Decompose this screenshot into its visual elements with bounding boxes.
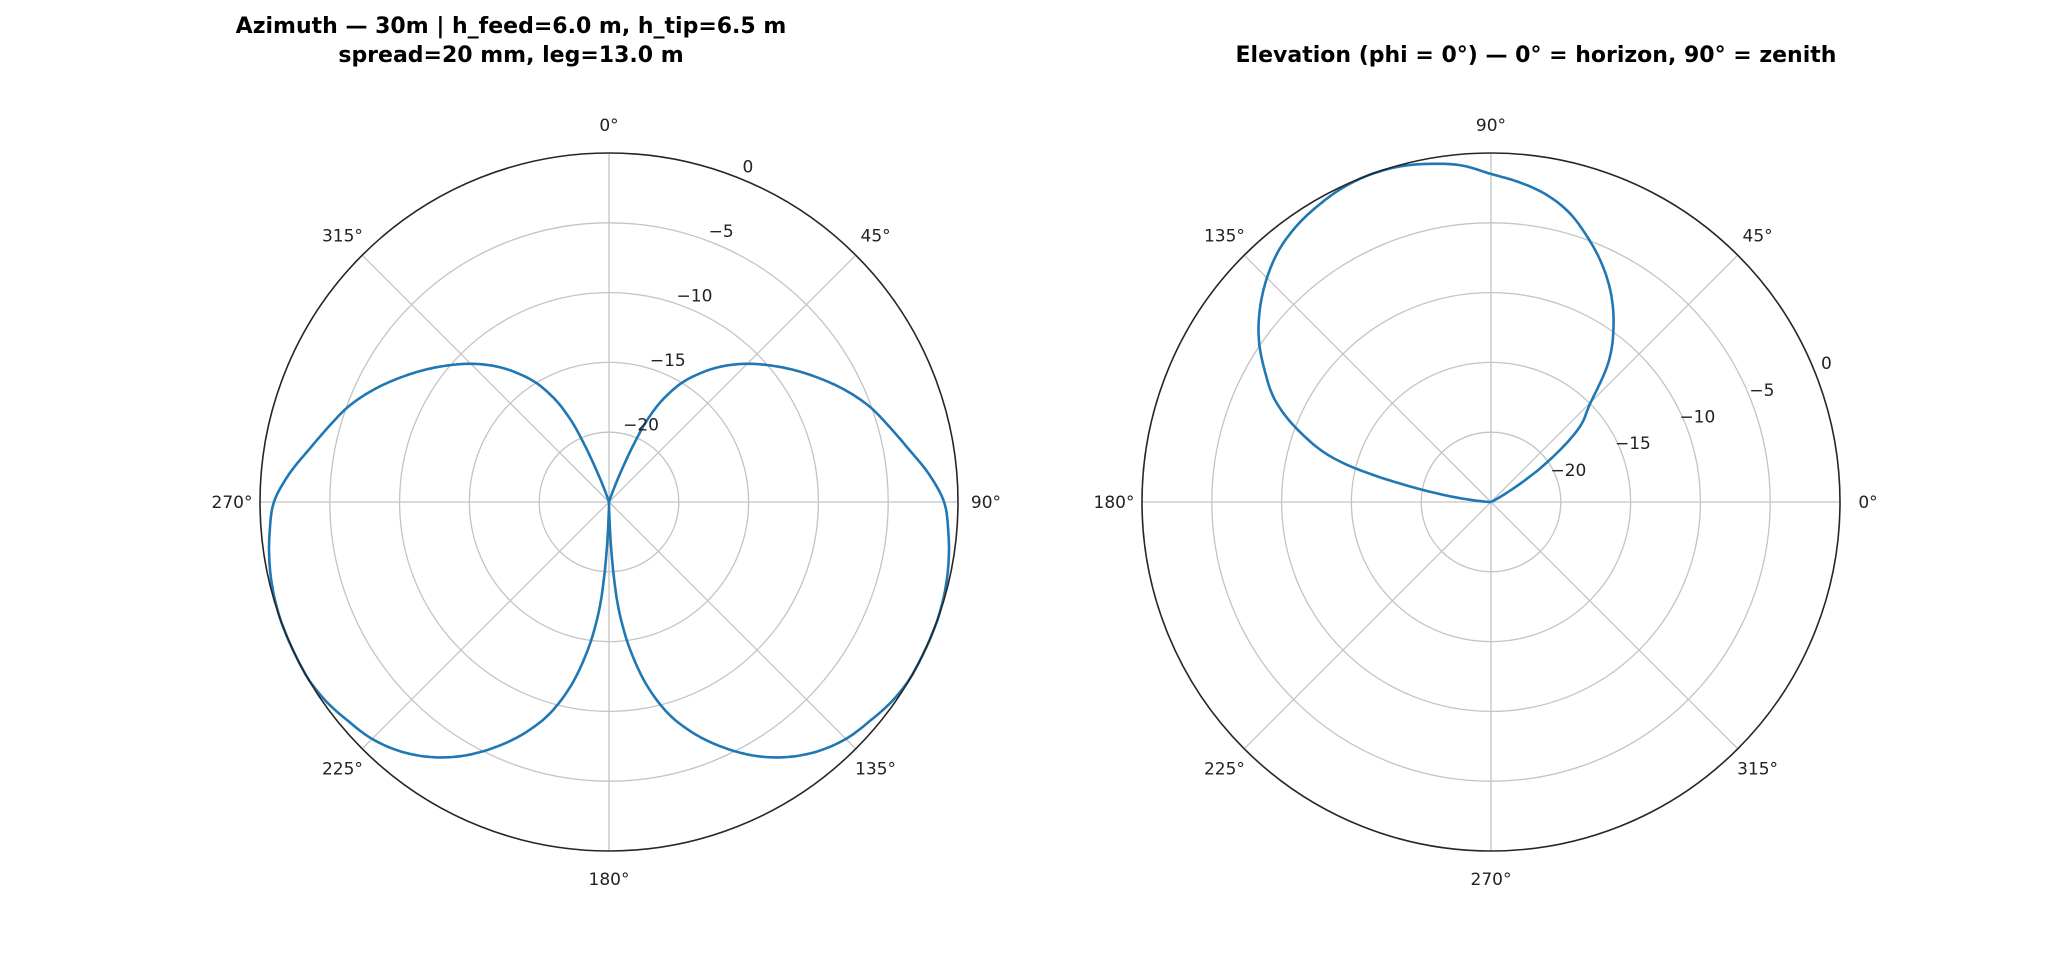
- elevation-theta-label: 315°: [1737, 760, 1778, 780]
- elevation-theta-label: 135°: [1204, 226, 1245, 246]
- azimuth-theta-label: 180°: [589, 870, 630, 890]
- azimuth-title-line-2: spread=20 mm, leg=13.0 m: [338, 43, 683, 68]
- elevation-spoke-5: [1243, 501, 1492, 750]
- elevation-theta-label: 90°: [1476, 116, 1506, 136]
- azimuth-theta-label: 45°: [861, 226, 891, 246]
- azimuth-pattern-line: [267, 362, 951, 759]
- azimuth-r-label: −5: [709, 222, 734, 242]
- azimuth-theta-label: 315°: [322, 226, 363, 246]
- azimuth-plot: Azimuth — 30m | h_feed=6.0 m, h_tip=6.5 …: [212, 14, 1002, 890]
- elevation-theta-label: 45°: [1743, 226, 1773, 246]
- azimuth-theta-label: 225°: [322, 760, 363, 780]
- elevation-pattern-line: [1257, 162, 1615, 504]
- azimuth-theta-label: 135°: [855, 760, 896, 780]
- elevation-r-label: −15: [1615, 434, 1651, 454]
- azimuth-r-label: −15: [650, 351, 686, 371]
- azimuth-r-label: −20: [623, 416, 659, 436]
- elevation-r-label: −5: [1749, 381, 1774, 401]
- azimuth-title-line-1: Azimuth — 30m | h_feed=6.0 m, h_tip=6.5 …: [236, 14, 787, 39]
- azimuth-spoke-7: [361, 254, 610, 503]
- azimuth-r-label: −10: [677, 287, 713, 307]
- azimuth-spoke-5: [361, 501, 610, 750]
- elevation-theta-label: 0°: [1858, 493, 1877, 513]
- azimuth-polar-frame: [259, 152, 959, 852]
- azimuth-r-label: 0: [743, 158, 754, 178]
- elevation-theta-label: 225°: [1204, 760, 1245, 780]
- azimuth-spoke-3: [608, 501, 857, 750]
- elevation-theta-label: 180°: [1094, 493, 1135, 513]
- elevation-spoke-3: [1243, 254, 1492, 503]
- elevation-title: Elevation (phi = 0°) — 0° = horizon, 90°…: [1236, 43, 1837, 68]
- azimuth-theta-label: 0°: [599, 116, 618, 136]
- elevation-spoke-1: [1490, 254, 1739, 503]
- elevation-r-label: −10: [1679, 408, 1715, 428]
- azimuth-theta-label: 270°: [212, 493, 253, 513]
- elevation-plot: Elevation (phi = 0°) — 0° = horizon, 90°…: [1094, 43, 1878, 890]
- elevation-r-label: −20: [1550, 461, 1586, 481]
- elevation-theta-label: 270°: [1471, 870, 1512, 890]
- azimuth-theta-label: 90°: [971, 493, 1001, 513]
- azimuth-spoke-1: [608, 254, 857, 503]
- elevation-polar-frame: [1141, 152, 1841, 852]
- elevation-spoke-7: [1490, 501, 1739, 750]
- elevation-r-label: 0: [1821, 354, 1832, 374]
